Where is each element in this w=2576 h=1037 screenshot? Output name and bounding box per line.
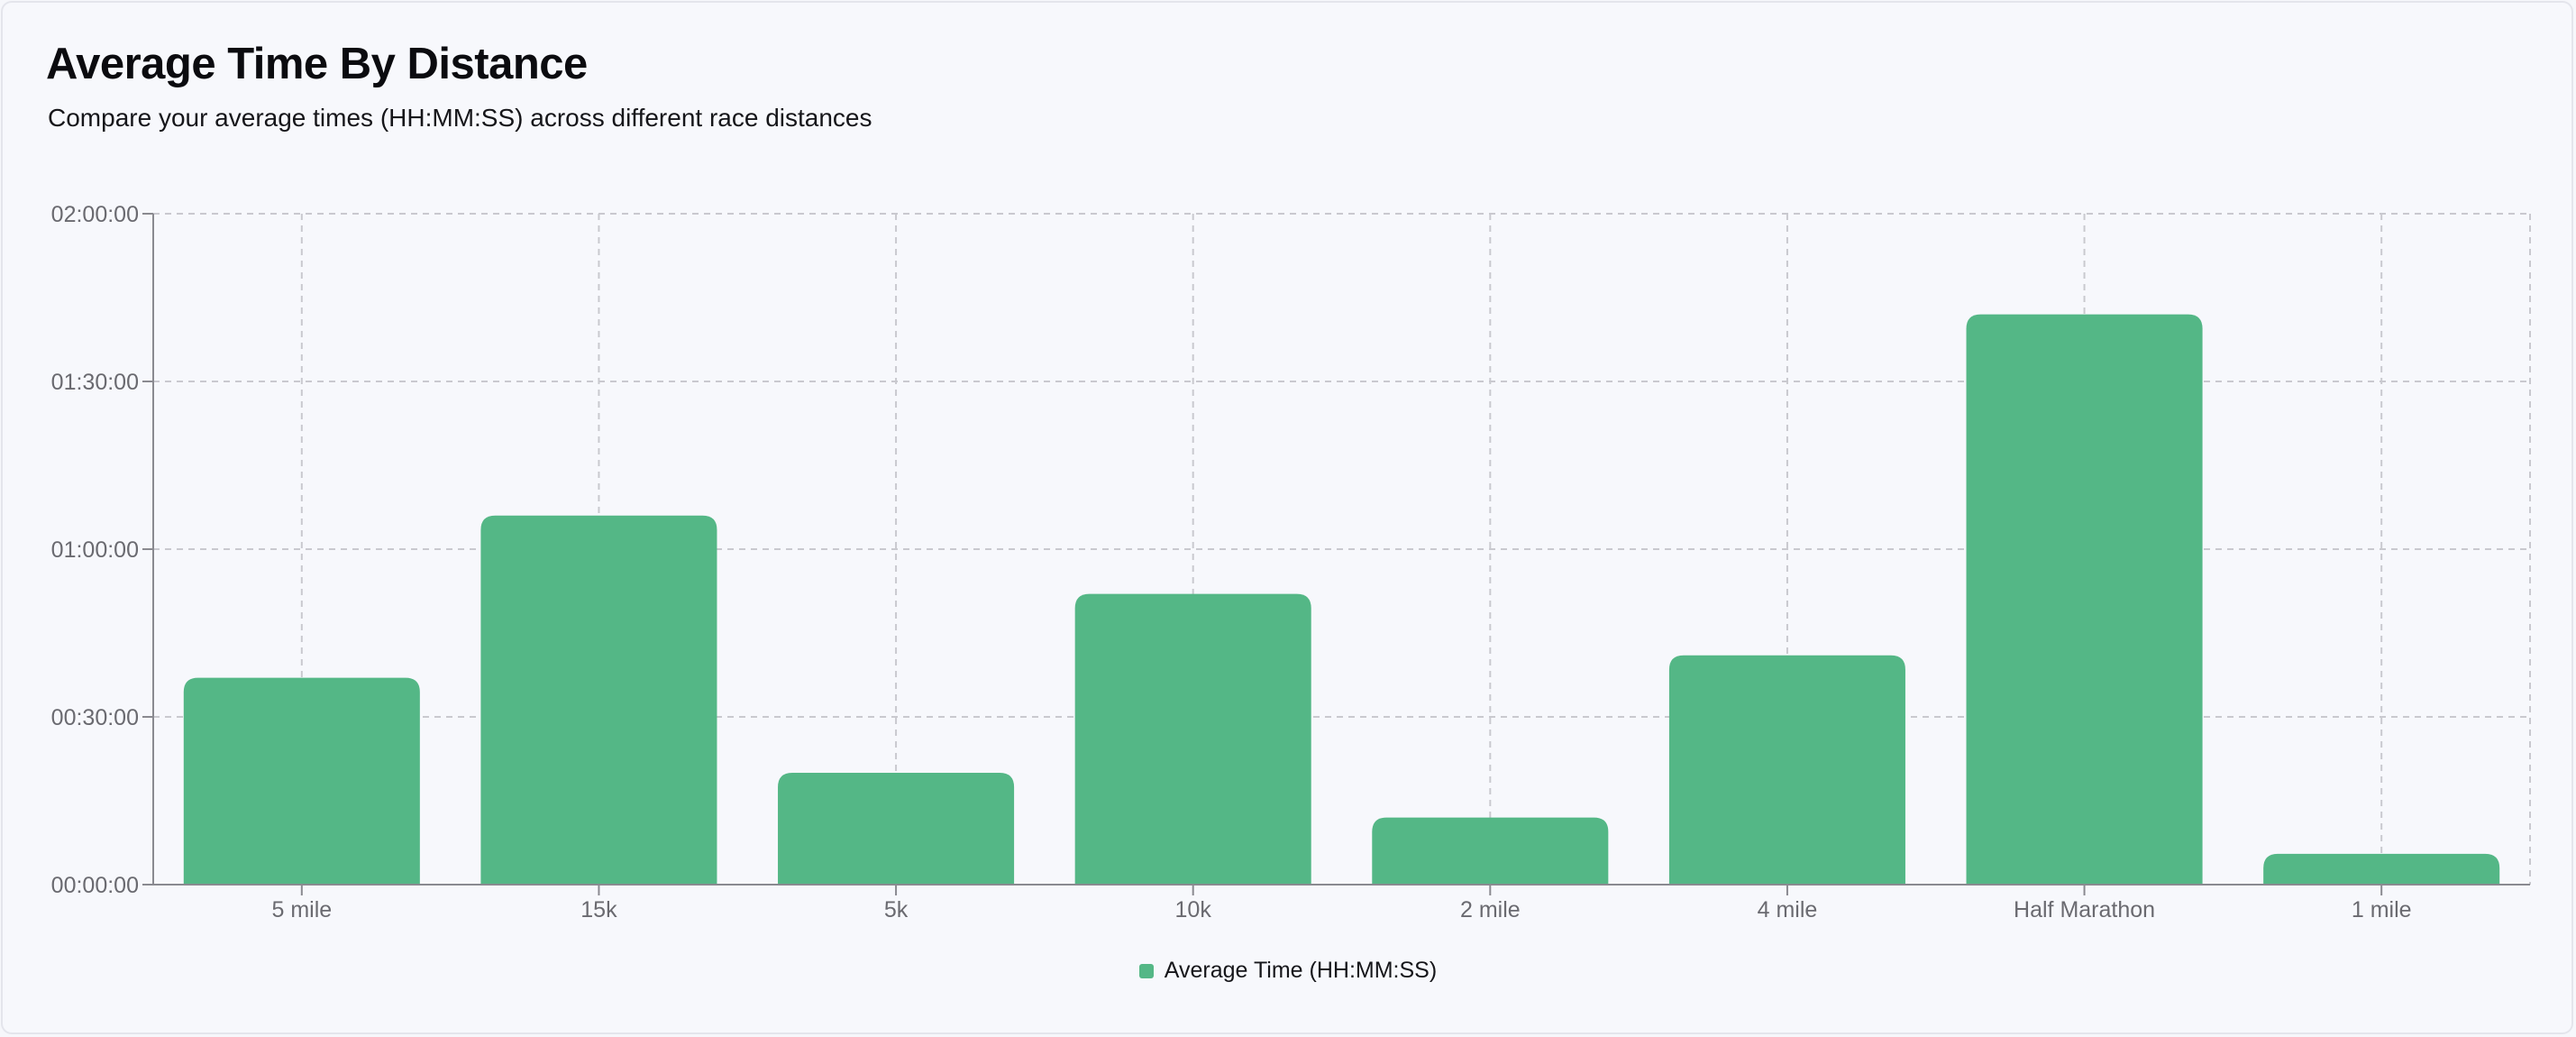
bar-4-mile <box>1668 655 1905 885</box>
bar-5-mile <box>183 677 420 885</box>
bar-5k <box>778 773 1015 885</box>
x-tick-label: 4 mile <box>1758 897 1818 922</box>
y-tick-label: 00:00:00 <box>51 873 139 898</box>
legend-swatch <box>1138 963 1154 978</box>
bar-half-marathon <box>1966 314 2203 886</box>
x-tick-label: 10k <box>1175 897 1212 922</box>
y-tick-label: 01:30:00 <box>51 370 139 395</box>
y-tick-label: 01:00:00 <box>51 537 139 563</box>
x-tick-label: 2 mile <box>1460 897 1521 922</box>
y-tick-label: 00:30:00 <box>51 705 139 730</box>
x-tick-label: 5 mile <box>271 897 332 922</box>
bar-1-mile <box>2263 853 2500 885</box>
chart-subtitle: Compare your average times (HH:MM:SS) ac… <box>48 104 872 132</box>
bar-15k <box>480 515 717 885</box>
legend-label: Average Time (HH:MM:SS) <box>1164 958 1438 983</box>
bar-2-mile <box>1372 817 1609 885</box>
chart-legend[interactable]: Average Time (HH:MM:SS) <box>0 958 2576 984</box>
x-tick-label: Half Marathon <box>2014 897 2155 922</box>
bar-10k <box>1074 593 1311 885</box>
x-tick-label: 15k <box>580 897 617 922</box>
x-tick-label: 1 mile <box>2352 897 2412 922</box>
y-tick-label: 02:00:00 <box>51 202 139 227</box>
x-tick-label: 5k <box>884 897 909 922</box>
chart-title: Average Time By Distance <box>46 40 588 88</box>
